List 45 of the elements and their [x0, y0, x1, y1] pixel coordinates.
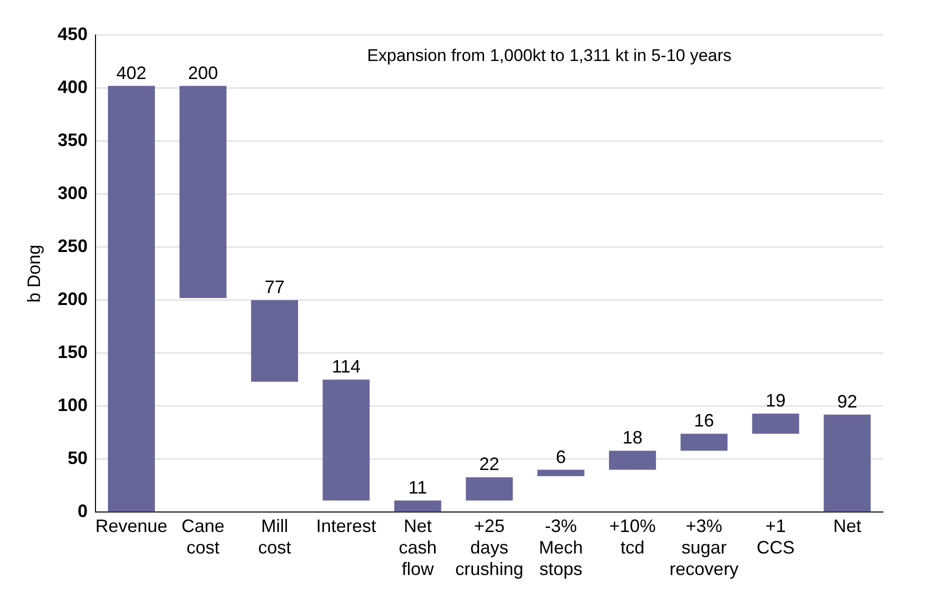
y-tick-label: 200 — [58, 289, 88, 310]
y-tick-label: 350 — [58, 130, 88, 150]
data-label: 16 — [694, 410, 714, 431]
data-label: 200 — [188, 62, 218, 83]
bar — [466, 477, 513, 501]
data-label: 92 — [837, 392, 858, 412]
bar — [537, 470, 584, 476]
x-tick-label: Interest — [316, 516, 376, 536]
data-label: 402 — [116, 62, 146, 83]
data-label: 11 — [408, 478, 428, 498]
y-tick-label: 0 — [78, 501, 88, 522]
y-tick-label: 150 — [58, 342, 88, 362]
bar — [824, 414, 871, 512]
x-tick-label: +3% sugar recovery — [670, 516, 739, 580]
data-label: 19 — [766, 390, 786, 411]
data-label: 22 — [479, 454, 500, 474]
bar — [322, 380, 370, 501]
x-tick-label: +10% tcd — [609, 516, 656, 558]
x-tick-label: -3% Mech stops — [538, 516, 583, 580]
data-label: 18 — [622, 428, 642, 448]
data-label: 6 — [556, 446, 566, 467]
y-tick-label: 50 — [68, 448, 88, 468]
bar — [680, 434, 728, 451]
x-tick-label: +25 days crushing — [455, 516, 524, 580]
x-tick-label: Cane cost — [181, 516, 225, 558]
x-tick-label: Mill cost — [258, 516, 292, 558]
bar — [394, 500, 442, 512]
x-tick-label: Net — [833, 516, 862, 536]
x-tick-label: Revenue — [95, 516, 168, 536]
y-tick-label: 400 — [58, 76, 88, 97]
data-label: 77 — [264, 277, 285, 298]
bar — [180, 86, 226, 298]
y-axis-title: b Dong — [24, 244, 44, 303]
bar — [608, 450, 656, 470]
y-tick-label: 450 — [58, 24, 88, 44]
annotation: Expansion from 1,000kt to 1,311 kt in 5-10 years — [367, 46, 732, 66]
x-tick-label: +1 CCS — [756, 516, 795, 558]
bar — [752, 414, 800, 434]
x-tick-label: Net cash flow — [398, 516, 437, 580]
bar — [108, 86, 155, 512]
data-label: 114 — [332, 356, 361, 377]
bar — [251, 300, 298, 382]
y-tick-label: 300 — [58, 183, 88, 204]
y-tick-label: 100 — [58, 395, 88, 416]
y-tick-label: 250 — [58, 236, 88, 256]
